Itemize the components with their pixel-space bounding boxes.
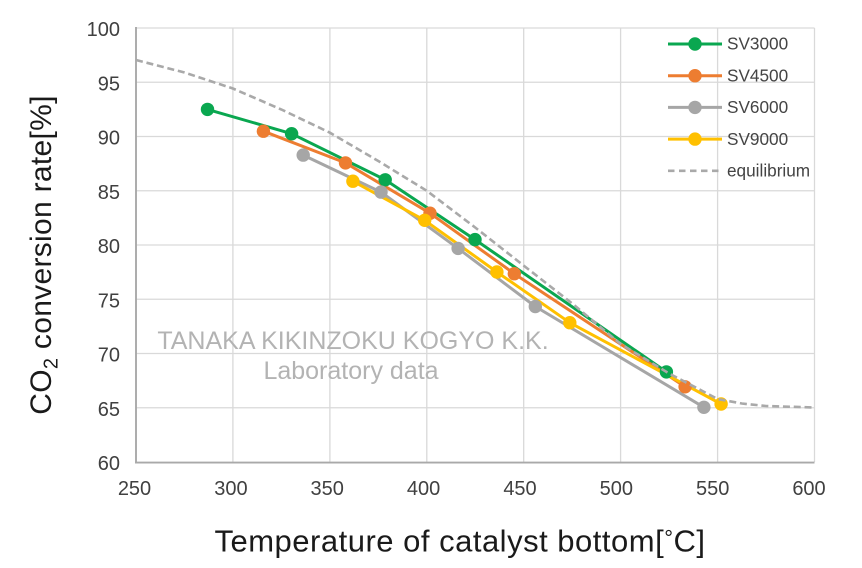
svg-text:Temperature of catalyst bottom: Temperature of catalyst bottom[°C] <box>214 524 705 559</box>
svg-text:95: 95 <box>98 74 120 96</box>
svg-text:75: 75 <box>98 291 120 313</box>
svg-text:85: 85 <box>98 182 120 204</box>
svg-text:80: 80 <box>98 236 120 258</box>
svg-text:TANAKA KIKINZOKU KOGYO K.K.: TANAKA KIKINZOKU KOGYO K.K. <box>157 327 548 355</box>
svg-text:SV9000: SV9000 <box>727 129 788 149</box>
svg-text:100: 100 <box>87 19 120 41</box>
svg-text:300: 300 <box>214 478 247 500</box>
svg-text:600: 600 <box>792 478 825 500</box>
svg-text:Laboratory data: Laboratory data <box>263 357 438 385</box>
svg-text:SV6000: SV6000 <box>727 97 788 117</box>
svg-text:70: 70 <box>98 345 120 367</box>
svg-text:90: 90 <box>98 128 120 150</box>
svg-text:250: 250 <box>118 478 151 500</box>
svg-text:450: 450 <box>503 478 536 500</box>
svg-text:550: 550 <box>696 478 729 500</box>
svg-text:500: 500 <box>600 478 633 500</box>
svg-text:65: 65 <box>98 399 120 421</box>
svg-text:60: 60 <box>98 453 120 475</box>
svg-text:350: 350 <box>311 478 344 500</box>
svg-text:equilibrium: equilibrium <box>727 161 810 181</box>
svg-text:SV3000: SV3000 <box>727 34 788 54</box>
svg-text:400: 400 <box>407 478 440 500</box>
svg-text:SV4500: SV4500 <box>727 65 788 85</box>
